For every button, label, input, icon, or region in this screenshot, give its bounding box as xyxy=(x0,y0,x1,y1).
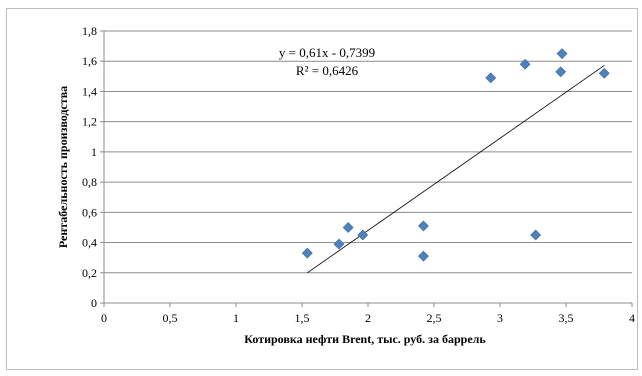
trendline-layer xyxy=(307,65,605,274)
data-point xyxy=(357,229,369,241)
y-tick-label: 1,2 xyxy=(82,115,97,129)
data-point xyxy=(418,220,429,232)
trendline xyxy=(307,65,605,274)
chart-frame: 0 0,2 0,4 0,6 0,8 1 1,2 1,4 1,6 1,8 0 0,5 1 1,5 2 2,5 3 3… xyxy=(6,8,638,370)
x-tick-label: 3,5 xyxy=(559,311,574,325)
data-point xyxy=(333,238,345,250)
data-point xyxy=(598,67,610,79)
axes xyxy=(100,30,633,307)
data-point xyxy=(555,66,567,78)
y-tick-label: 0,6 xyxy=(82,205,97,219)
data-point xyxy=(418,250,429,262)
tick-labels: 0 0,2 0,4 0,6 0,8 1 1,2 1,4 1,6 1,8 0 0,5 1 1,5 2 2,5 3 3… xyxy=(82,24,635,325)
data-point xyxy=(342,222,354,233)
x-tick-label: 2 xyxy=(365,311,371,325)
x-tick-label: 4 xyxy=(629,311,635,325)
data-point xyxy=(301,247,313,259)
x-axis-title: Котировка нефти Brent, тыс. руб. за барр… xyxy=(244,332,486,346)
y-tick-label: 0 xyxy=(91,296,97,310)
data-point xyxy=(485,72,497,84)
x-tick-label: 2,5 xyxy=(427,311,442,325)
y-tick-label: 0,2 xyxy=(82,266,97,280)
trendline-r-squared: R² = 0,6426 xyxy=(296,63,359,78)
y-tick-label: 1,8 xyxy=(82,24,97,38)
x-tick-label: 1 xyxy=(233,311,239,325)
data-point xyxy=(530,229,542,241)
x-tick-label: 0 xyxy=(101,311,107,325)
y-tick-label: 1,4 xyxy=(82,84,97,98)
y-tick-label: 0,4 xyxy=(82,236,97,250)
x-tick-label: 1,5 xyxy=(295,311,310,325)
data-point xyxy=(556,48,568,60)
x-tick-label: 0,5 xyxy=(163,311,178,325)
grid-lines xyxy=(104,30,632,274)
scatter-chart: 0 0,2 0,4 0,6 0,8 1 1,2 1,4 1,6 1,8 0 0,5 1 1,5 2 2,5 3 3… xyxy=(56,24,635,346)
y-axis-title: Рентабельность производства xyxy=(56,86,70,248)
y-tick-label: 0,8 xyxy=(82,175,97,189)
y-tick-label: 1,6 xyxy=(82,54,97,68)
trendline-equation: y = 0,61x - 0,7399 xyxy=(279,45,375,60)
data-points xyxy=(301,48,610,262)
data-point xyxy=(519,58,531,70)
y-tick-label: 1 xyxy=(91,145,97,159)
x-tick-label: 3 xyxy=(497,311,503,325)
